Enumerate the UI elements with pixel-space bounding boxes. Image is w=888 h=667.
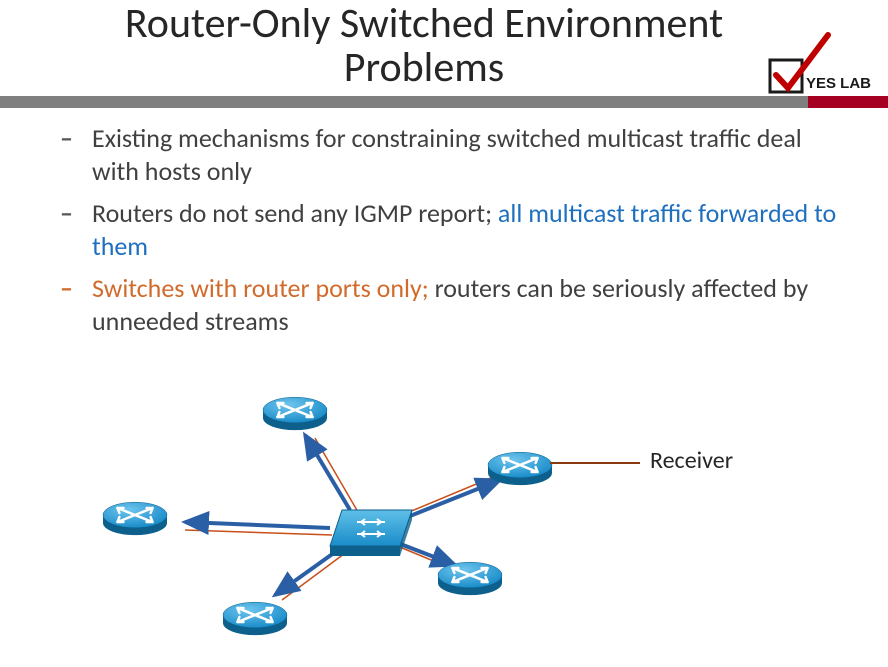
bullet-text: Existing mechanisms for constraining swi… [92, 122, 848, 187]
bullet-list: –Existing mechanisms for constraining sw… [0, 108, 888, 337]
title-divider [0, 96, 888, 108]
bullet-dash: – [60, 197, 78, 262]
bullet-dash: – [60, 122, 78, 187]
router-icon [103, 502, 167, 535]
bullet-dash: – [60, 272, 78, 337]
bullet-item: –Routers do not send any IGMP report; al… [60, 197, 848, 262]
bullet-text: Switches with router ports only; routers… [92, 272, 848, 337]
router-icon [438, 562, 502, 595]
router-icon [223, 602, 287, 635]
yes-lab-logo: YES LAB [768, 30, 878, 100]
bullet-item: –Existing mechanisms for constraining sw… [60, 122, 848, 187]
router-icon [263, 397, 327, 430]
receiver-label: Receiver [650, 446, 733, 475]
svg-text:YES LAB: YES LAB [806, 75, 871, 92]
bullet-text: Routers do not send any IGMP report; all… [92, 197, 848, 262]
bullet-item: –Switches with router ports only; router… [60, 272, 848, 337]
switch-icon [330, 510, 412, 556]
network-diagram: Receiver [100, 380, 800, 660]
slide-title: Router-Only Switched Environment Problem… [60, 2, 788, 90]
router-icon [488, 452, 552, 485]
